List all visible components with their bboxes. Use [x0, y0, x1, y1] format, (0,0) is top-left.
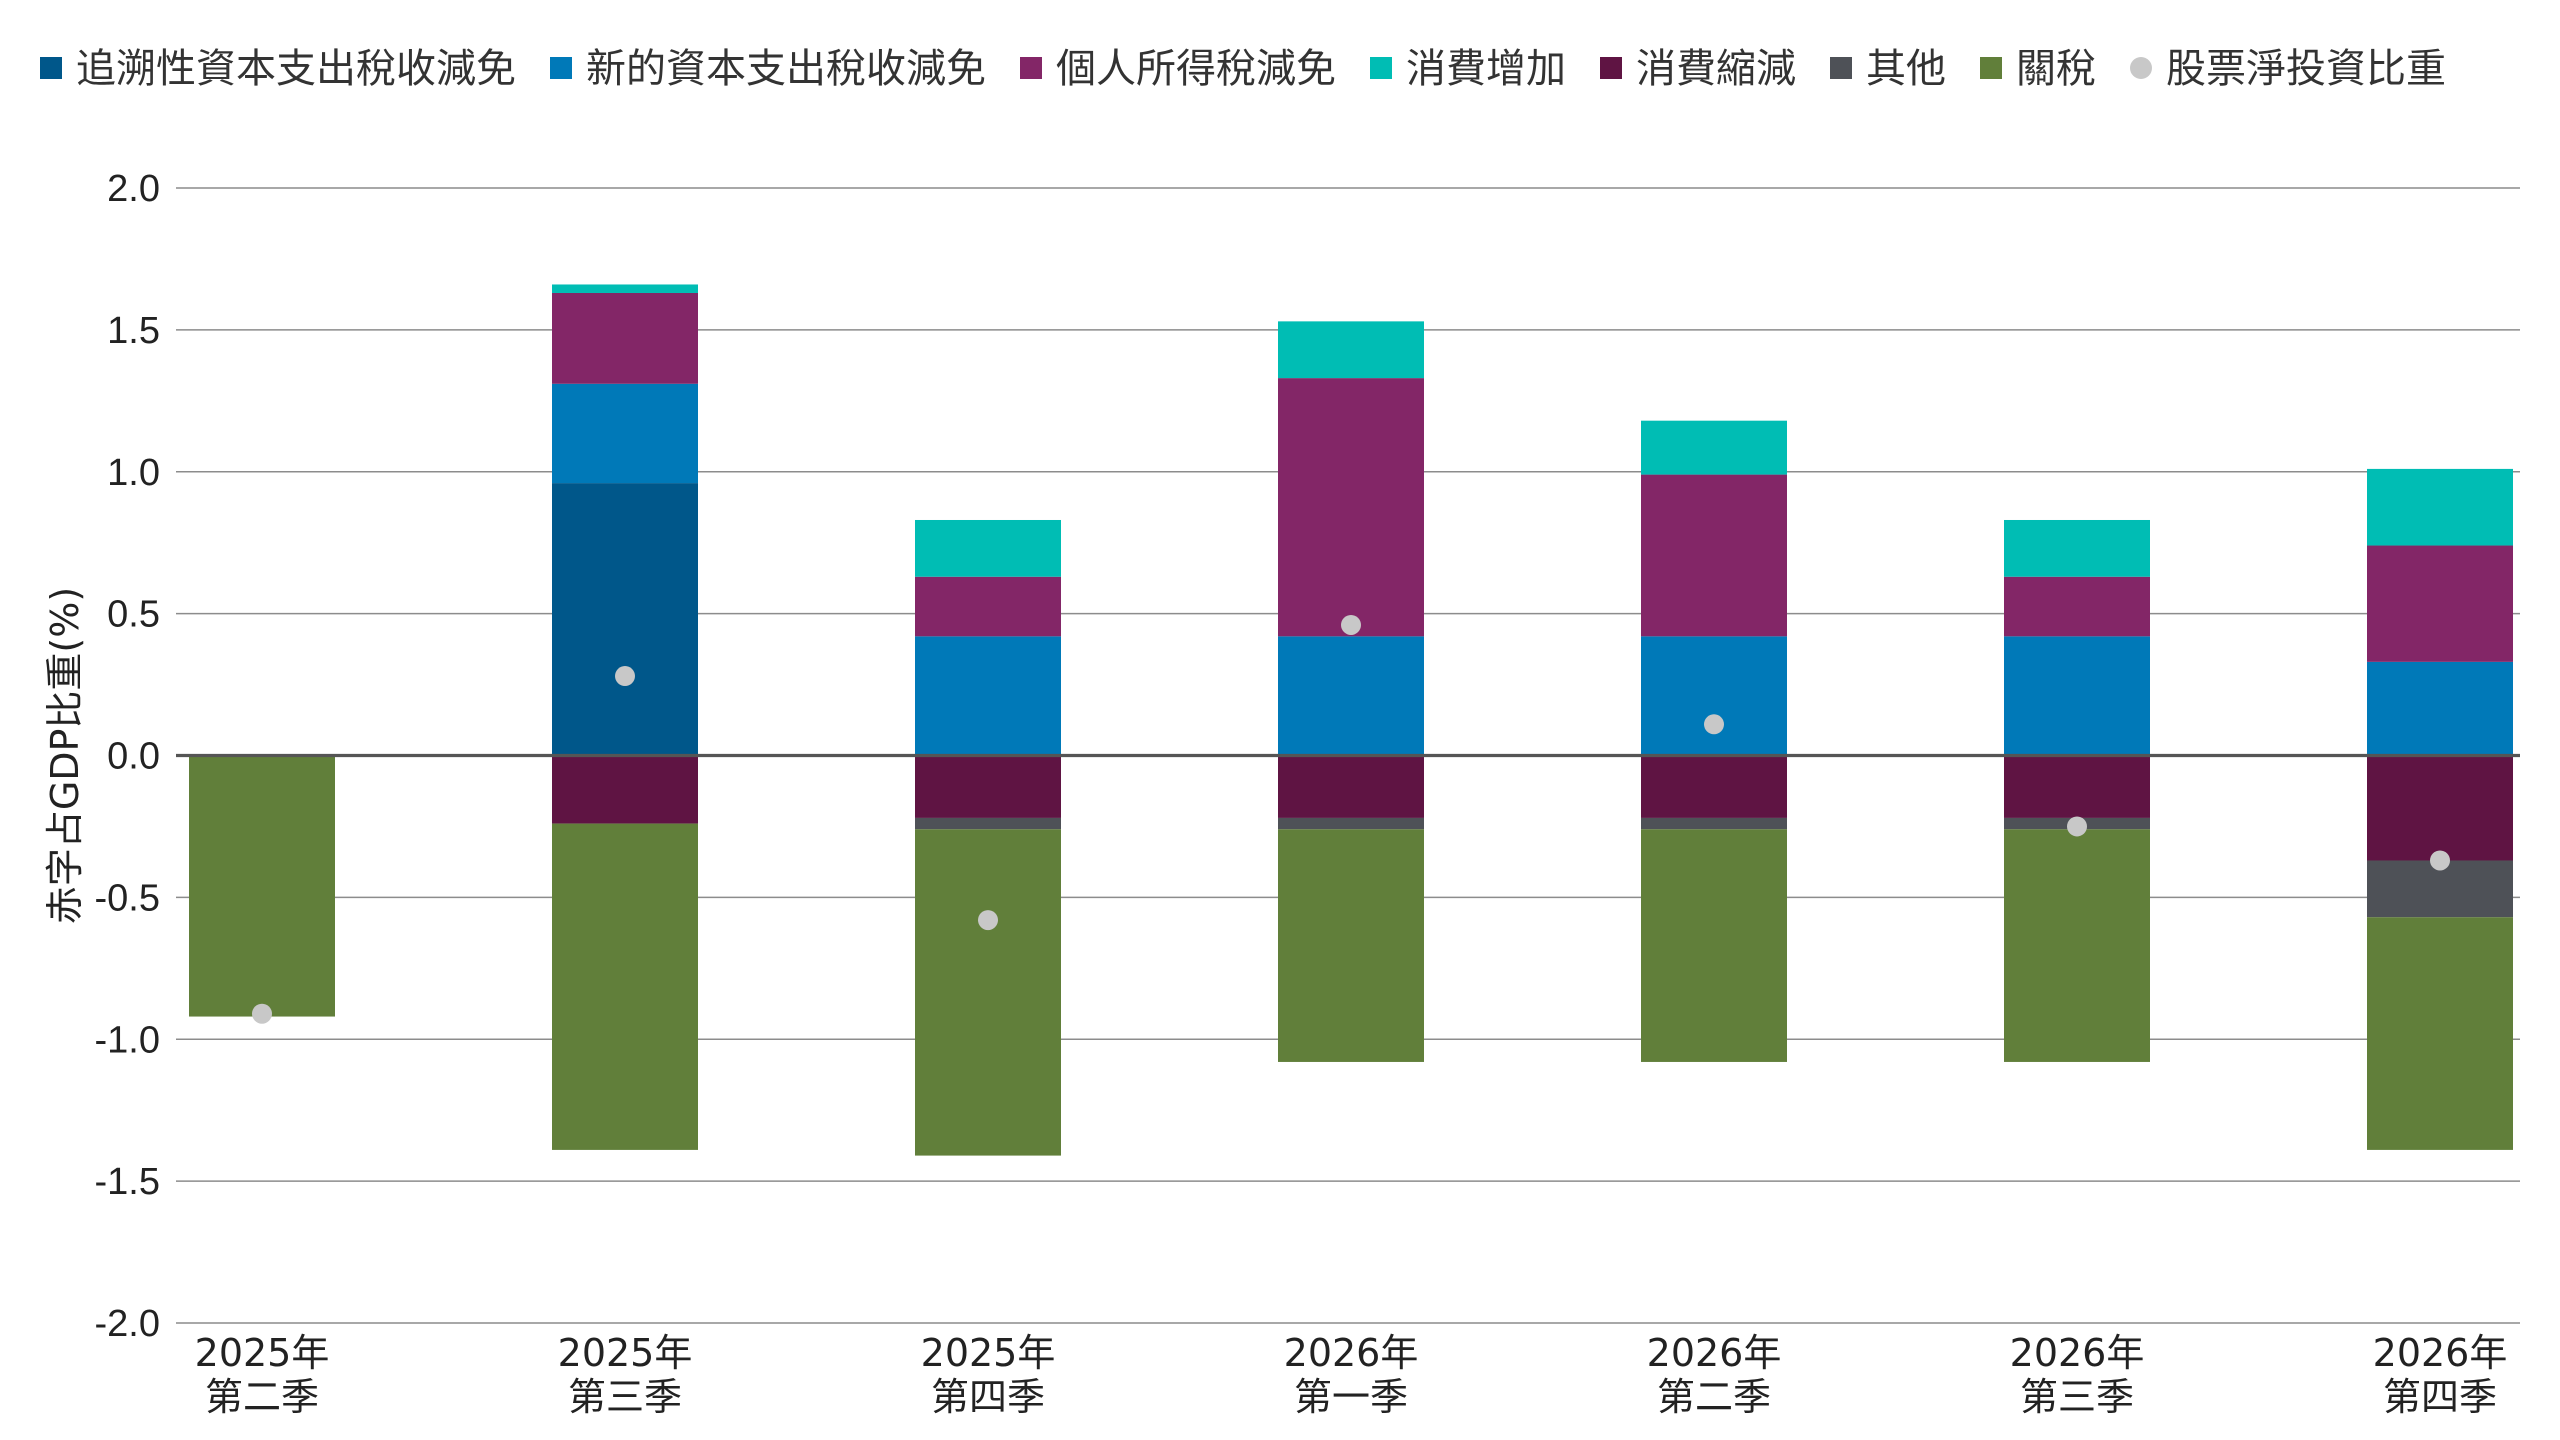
markers: [252, 614, 2450, 1024]
legend-item: 消費增加: [1370, 46, 1566, 92]
y-axis-ticks: 2.0 1.5 1.0 0.5 0.0 -0.5 -1.0 -1.5 -2.0: [95, 168, 160, 1345]
bar-segment-4-cat-4: [1278, 321, 1424, 379]
x-tick-label: 2025年: [195, 1331, 330, 1375]
y-tick-label: -1.5: [95, 1161, 160, 1203]
y-tick-label: -0.5: [95, 877, 160, 919]
bar-segment-4-cat-5: [1641, 420, 1787, 475]
bar-segment-3-cat-3: [915, 576, 1061, 637]
legend: 追溯性資本支出稅收減免 新的資本支出稅收減免 個人所得稅減免 消費增加 消費縮減 其他 關稅…: [40, 46, 2446, 92]
legend-item: 其他: [1830, 46, 1946, 92]
bar-segment-2-cat-6: [2004, 636, 2150, 756]
y-tick-label: 1.5: [107, 310, 160, 352]
legend-label: 關稅: [2016, 46, 2096, 92]
bar-segment-3-cat-7: [2367, 545, 2513, 662]
x-tick-label: 第四季: [2383, 1375, 2497, 1419]
bar-segment-5-cat-5: [1641, 755, 1787, 818]
legend-label: 消費增加: [1406, 46, 1566, 92]
x-tick-label: 2026年: [1284, 1331, 1419, 1375]
bar-segment-2-cat-7: [2367, 661, 2513, 756]
legend-swatch: [1370, 57, 1392, 79]
x-tick-label: 2026年: [1647, 1331, 1782, 1375]
bar-segment-5-cat-2: [552, 755, 698, 824]
y-tick-label: 1.0: [107, 452, 160, 494]
bar-segment-3-cat-6: [2004, 576, 2150, 637]
legend-swatch: [1980, 57, 2002, 79]
bar-segment-7-cat-3: [915, 829, 1061, 1156]
bar-segment-3-cat-5: [1641, 474, 1787, 637]
legend-swatch: [1600, 57, 1622, 79]
bar-segment-7-cat-1: [189, 755, 335, 1017]
marker-dot: [1341, 614, 1361, 635]
y-tick-label: 0.5: [107, 594, 160, 636]
x-tick-label: 第四季: [931, 1375, 1045, 1419]
bar-segment-5-cat-7: [2367, 755, 2513, 861]
x-tick-label: 2026年: [2373, 1331, 2508, 1375]
legend-item: 追溯性資本支出稅收減免: [40, 46, 516, 92]
bar-segment-1-cat-2: [552, 483, 698, 756]
bar-segment-5-cat-4: [1278, 755, 1424, 818]
bar-segment-2-cat-3: [915, 636, 1061, 756]
x-tick-label: 第二季: [1657, 1375, 1771, 1419]
y-tick-label: -2.0: [95, 1303, 160, 1345]
marker-dot: [2430, 850, 2450, 871]
legend-swatch: [40, 57, 62, 79]
marker-dot: [252, 1003, 272, 1024]
bar-segment-6-cat-4: [1278, 817, 1424, 830]
legend-swatch: [550, 57, 572, 79]
bar-segment-3-cat-2: [552, 292, 698, 384]
x-tick-label: 第一季: [1294, 1375, 1408, 1419]
marker-dot: [615, 666, 635, 687]
legend-label: 其他: [1866, 46, 1946, 92]
x-tick-label: 第三季: [2020, 1375, 2134, 1419]
legend-swatch: [1830, 57, 1852, 79]
y-tick-label: 2.0: [107, 168, 160, 210]
legend-label: 新的資本支出稅收減免: [586, 46, 986, 92]
bar-segment-4-cat-2: [552, 284, 698, 293]
legend-swatch: [1020, 57, 1042, 79]
y-tick-label: 0.0: [107, 736, 160, 778]
bar-segment-2-cat-4: [1278, 636, 1424, 756]
legend-item: 新的資本支出稅收減免: [550, 46, 986, 92]
legend-item: 股票淨投資比重: [2130, 46, 2446, 92]
bar-segment-7-cat-2: [552, 823, 698, 1150]
legend-item: 消費縮減: [1600, 46, 1796, 92]
legend-item: 關稅: [1980, 46, 2096, 92]
x-tick-label: 第三季: [568, 1375, 682, 1419]
x-tick-label: 2025年: [921, 1331, 1056, 1375]
bar-segment-6-cat-5: [1641, 817, 1787, 830]
legend-swatch: [2130, 57, 2152, 79]
legend-item: 個人所得稅減免: [1020, 46, 1336, 92]
x-axis-labels: 2025年第二季2025年第三季2025年第四季2026年第一季2026年第二季…: [195, 1331, 2508, 1419]
legend-label: 個人所得稅減免: [1056, 46, 1336, 92]
bar-segment-6-cat-3: [915, 817, 1061, 830]
bar-segment-2-cat-5: [1641, 636, 1787, 756]
marker-dot: [1704, 714, 1724, 735]
marker-dot: [2067, 816, 2087, 837]
y-axis-title-group: 赤字占GDP比重(%): [43, 587, 87, 924]
x-tick-label: 第二季: [205, 1375, 319, 1419]
bar-segment-4-cat-6: [2004, 519, 2150, 577]
bar-segment-3-cat-4: [1278, 378, 1424, 637]
legend-label: 消費縮減: [1636, 46, 1796, 92]
bar-segment-7-cat-6: [2004, 829, 2150, 1062]
bar-segment-4-cat-7: [2367, 468, 2513, 546]
bar-segment-5-cat-6: [2004, 755, 2150, 818]
bar-segment-4-cat-3: [915, 519, 1061, 577]
bar-segment-7-cat-5: [1641, 829, 1787, 1062]
legend-label: 追溯性資本支出稅收減免: [76, 46, 516, 92]
bar-segment-7-cat-7: [2367, 917, 2513, 1150]
bar-segment-5-cat-3: [915, 755, 1061, 818]
x-tick-label: 2025年: [558, 1331, 693, 1375]
bars: [189, 284, 2513, 1156]
legend-label: 股票淨投資比重: [2166, 46, 2446, 92]
bar-segment-2-cat-2: [552, 383, 698, 484]
marker-dot: [978, 910, 998, 931]
x-tick-label: 2026年: [2010, 1331, 2145, 1375]
bar-segment-7-cat-4: [1278, 829, 1424, 1062]
y-tick-label: -1.0: [95, 1019, 160, 1061]
y-axis-title: 赤字占GDP比重(%): [43, 587, 87, 924]
